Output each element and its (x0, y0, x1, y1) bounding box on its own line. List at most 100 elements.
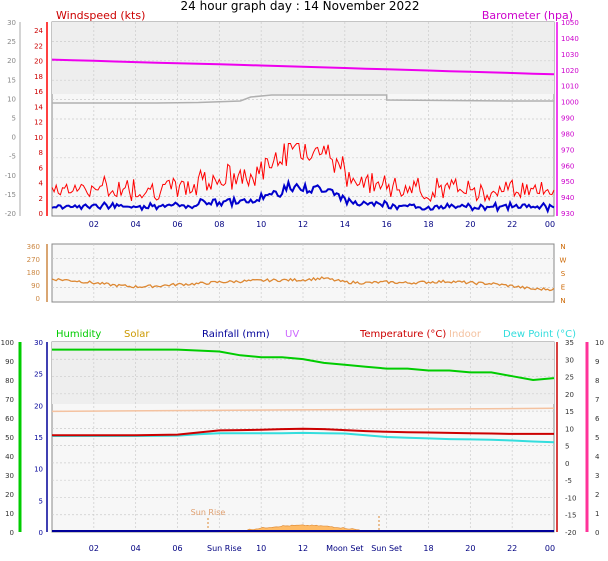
compass-label: S (561, 270, 566, 278)
humidity-tick: 60 (5, 415, 14, 423)
uv-tick: 2 (595, 491, 599, 499)
x-tick-label: 02 (89, 220, 99, 229)
temperature-tick: 10 (565, 425, 574, 433)
wind-inner-tick: 20 (34, 58, 43, 66)
baro-tick: 1000 (561, 99, 579, 107)
humidity-tick: 40 (5, 453, 14, 461)
x-tick-label: 12 (298, 220, 308, 229)
baro-tick: 1050 (561, 19, 579, 27)
baro-tick: 960 (561, 162, 574, 170)
x-tick-label: 12 (298, 544, 308, 553)
wind-inner-tick: 6 (39, 164, 44, 172)
humidity-tick: 20 (5, 491, 14, 499)
rainfall-tick: 5 (39, 497, 43, 505)
x-tick-label: 16 (382, 220, 392, 229)
wind-outer-tick: -10 (5, 172, 16, 180)
uv-tick: 0 (595, 529, 599, 537)
uv-tick: 6 (595, 415, 600, 423)
baro-tick: 950 (561, 178, 574, 186)
wind-inner-tick: 24 (34, 27, 43, 35)
humidity-tick: 80 (5, 377, 14, 385)
panel-wind-barometer: Windspeed (kts) Barometer (hpa) 30252015… (5, 9, 579, 229)
x-tick-label: 18 (423, 220, 433, 229)
uv-tick: 3 (595, 472, 599, 480)
x-tick-label: 18 (423, 544, 433, 553)
sunrise-annotation: Sun Rise (191, 508, 226, 517)
direction-tick: 90 (31, 282, 40, 290)
compass-label: E (561, 284, 565, 292)
humidity-tick: 10 (5, 510, 14, 518)
humidity-tick: 0 (10, 529, 14, 537)
x-tick-label: 20 (465, 220, 475, 229)
legend-label: Indoor (449, 329, 482, 340)
temperature-tick: 25 (565, 374, 574, 382)
direction-ticks: 360 270 180 90 0 (27, 243, 40, 303)
uv-tick: 10 (595, 339, 604, 347)
temperature-tick: -5 (565, 477, 572, 485)
panel2-grid (52, 244, 554, 302)
x-tick-label: 22 (507, 220, 517, 229)
panel3-legend: Humidity Solar Rainfall (mm) UV Temperature … (56, 329, 576, 340)
rainfall-tick: 25 (34, 371, 43, 379)
x-tick-label: 22 (507, 544, 517, 553)
temperature-tick: -20 (565, 529, 576, 537)
chart-title: 24 hour graph day : 14 November 2022 (181, 0, 420, 13)
humidity-tick: 90 (5, 358, 14, 366)
wind-outer-tick: 10 (7, 95, 16, 103)
grey-reference-line (52, 94, 554, 104)
baro-tick: 1010 (561, 83, 579, 91)
compass-label: N (560, 297, 565, 305)
wind-outer-tick: 15 (7, 76, 16, 84)
average-wind-line (51, 178, 555, 214)
legend-label: Solar (124, 329, 150, 340)
x-tick-label: 06 (172, 544, 182, 553)
direction-tick: 360 (27, 243, 40, 251)
temperature-tick: 20 (565, 391, 574, 399)
x-tick-label: Moon Set (326, 544, 363, 553)
direction-tick: 180 (27, 269, 40, 277)
uv-tick: 1 (595, 510, 599, 518)
legend-label: Temperature (°C) (359, 329, 446, 340)
temperature-line (52, 427, 554, 437)
wind-outer-tick: 0 (12, 134, 16, 142)
wind-inner-tick: 16 (34, 88, 43, 96)
baro-legend-label: Barometer (hpa) (482, 9, 573, 22)
wind-inner-tick: 0 (39, 210, 43, 218)
gust-line (51, 143, 555, 203)
panel-temperature: Humidity Solar Rainfall (mm) UV Temperature … (1, 329, 604, 553)
rainfall-ticks: 30 25 20 15 10 5 0 (34, 339, 43, 537)
legend-label: Humidity (56, 329, 101, 340)
rainfall-tick: 20 (34, 402, 43, 410)
x-tick-label: Sun Set (371, 544, 402, 553)
wind-inner-tick: 10 (34, 134, 43, 142)
wind-outer-tick: -5 (9, 153, 16, 161)
wind-outer-tick: 25 (7, 38, 16, 46)
x-tick-label: 10 (256, 220, 266, 229)
uv-tick: 5 (595, 434, 599, 442)
temperature-tick: 5 (565, 443, 569, 451)
rainfall-tick: 10 (34, 466, 43, 474)
wind-inner-tick: 8 (39, 149, 43, 157)
x-tick-label: 20 (465, 544, 475, 553)
wind-inner-tick: 12 (34, 119, 43, 127)
dewpoint-line (52, 431, 555, 444)
x-tick-label: 08 (214, 220, 224, 229)
wind-outer-tick: 20 (7, 57, 16, 65)
uv-tick: 9 (595, 358, 599, 366)
humidity-line (52, 348, 555, 382)
baro-tick: 1040 (561, 35, 579, 43)
x-tick-label: 04 (131, 544, 141, 553)
baro-tick: 980 (561, 130, 574, 138)
uv-tick: 8 (595, 377, 599, 385)
compass-label: N (560, 243, 565, 251)
baro-tick: 970 (561, 146, 574, 154)
wind-inner-tick: 2 (39, 195, 43, 203)
x-tick-label: 00 (545, 220, 555, 229)
uv-tick: 4 (595, 453, 600, 461)
